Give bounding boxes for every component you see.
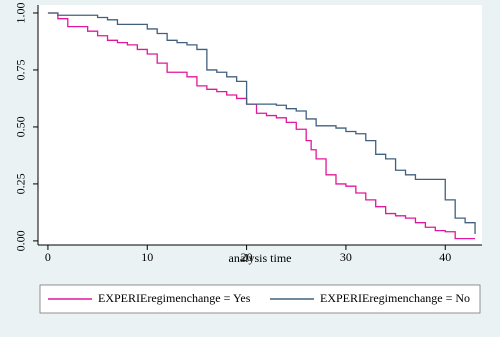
- y-tick-label: 0.75: [14, 59, 28, 80]
- x-tick-label: 30: [340, 250, 352, 264]
- plot-area: [38, 5, 482, 245]
- x-tick-label: 40: [439, 250, 451, 264]
- survival-line: [47, 12, 476, 240]
- x-tick-label: 10: [141, 250, 153, 264]
- x-axis-label: analysis time: [229, 251, 292, 265]
- y-tick-label: 0.50: [14, 116, 28, 137]
- x-tick-label: 0: [45, 250, 51, 264]
- y-tick-label: 0.25: [14, 173, 28, 194]
- x-tick-label: 20: [241, 250, 253, 264]
- legend-label: EXPERIEregimenchange = No: [320, 291, 470, 305]
- legend-label: EXPERIEregimenchange = Yes: [98, 291, 251, 305]
- y-tick-label: 0.00: [14, 230, 28, 251]
- survival-line: [47, 12, 476, 235]
- y-tick-label: 1.00: [14, 2, 28, 23]
- legend: [39, 284, 481, 314]
